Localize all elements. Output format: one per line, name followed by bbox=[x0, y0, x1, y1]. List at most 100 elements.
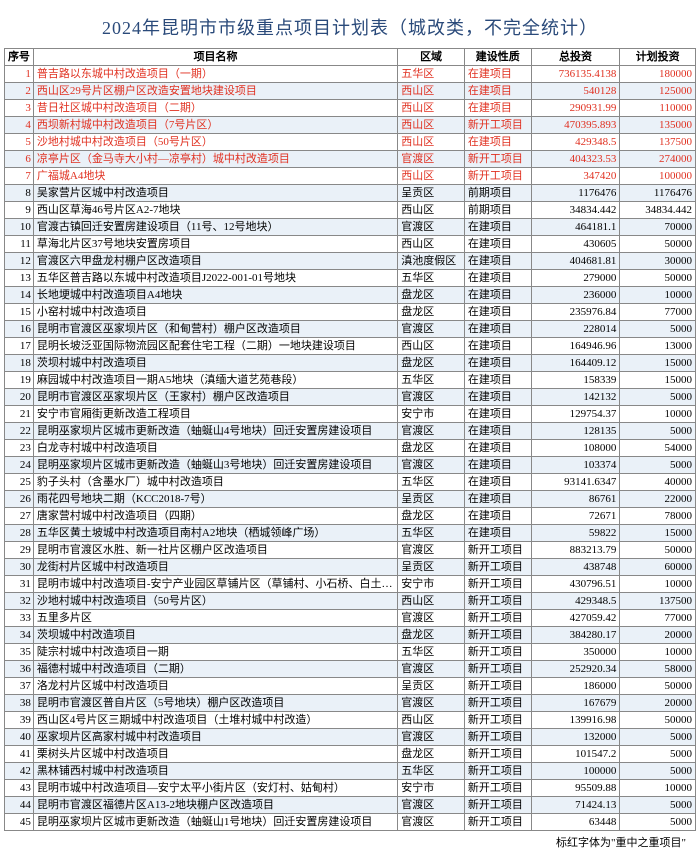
table-row: 39西山区4号片区三期城中村改造项目（土堆村城中村改造）西山区新开工项目1399… bbox=[5, 712, 696, 729]
cell-area: 呈贡区 bbox=[398, 185, 465, 202]
cell-plan: 20000 bbox=[620, 627, 696, 644]
cell-total: 95509.88 bbox=[531, 780, 620, 797]
cell-type: 在建项目 bbox=[464, 219, 531, 236]
table-row: 1普吉路以东城中村改造项目（一期）五华区在建项目736135.413818000… bbox=[5, 66, 696, 83]
cell-type: 新开工项目 bbox=[464, 542, 531, 559]
cell-plan: 50000 bbox=[620, 542, 696, 559]
cell-plan: 10000 bbox=[620, 644, 696, 661]
cell-seq: 34 bbox=[5, 627, 34, 644]
cell-area: 盘龙区 bbox=[398, 355, 465, 372]
table-row: 22昆明巫家坝片区城市更新改造（蚰蜒山4号地块）回迁安置房建设项目官渡区在建项目… bbox=[5, 423, 696, 440]
cell-seq: 2 bbox=[5, 83, 34, 100]
cell-type: 新开工项目 bbox=[464, 780, 531, 797]
cell-total: 108000 bbox=[531, 440, 620, 457]
cell-area: 官渡区 bbox=[398, 729, 465, 746]
cell-area: 西山区 bbox=[398, 236, 465, 253]
cell-plan: 5000 bbox=[620, 814, 696, 831]
table-row: 44昆明市官渡区福德片区A13-2地块棚户区改造项目官渡区新开工项目71424.… bbox=[5, 797, 696, 814]
cell-area: 盘龙区 bbox=[398, 304, 465, 321]
cell-area: 安宁市 bbox=[398, 780, 465, 797]
cell-area: 五华区 bbox=[398, 66, 465, 83]
cell-type: 在建项目 bbox=[464, 525, 531, 542]
cell-total: 164409.12 bbox=[531, 355, 620, 372]
cell-total: 142132 bbox=[531, 389, 620, 406]
table-row: 41栗树头片区城中村改造项目盘龙区新开工项目101547.25000 bbox=[5, 746, 696, 763]
table-row: 15小窑村城中村改造项目盘龙区在建项目235976.8477000 bbox=[5, 304, 696, 321]
cell-seq: 6 bbox=[5, 151, 34, 168]
cell-name: 西山区草海46号片区A2-7地块 bbox=[33, 202, 397, 219]
cell-plan: 50000 bbox=[620, 678, 696, 695]
cell-area: 官渡区 bbox=[398, 695, 465, 712]
footnote: 标红字体为"重中之重项目" bbox=[4, 831, 696, 852]
cell-type: 在建项目 bbox=[464, 253, 531, 270]
cell-seq: 28 bbox=[5, 525, 34, 542]
cell-type: 新开工项目 bbox=[464, 712, 531, 729]
table-row: 45昆明巫家坝片区城市更新改造（蚰蜒山1号地块）回迁安置房建设项目官渡区新开工项… bbox=[5, 814, 696, 831]
cell-type: 新开工项目 bbox=[464, 644, 531, 661]
table-row: 10官渡古镇回迁安置房建设项目（11号、12号地块）官渡区在建项目464181.… bbox=[5, 219, 696, 236]
cell-type: 新开工项目 bbox=[464, 610, 531, 627]
cell-name: 茨坝城中村改造项目 bbox=[33, 627, 397, 644]
cell-name: 福德村城中村改造项目（二期） bbox=[33, 661, 397, 678]
table-row: 8吴家营片区城中村改造项目呈贡区前期项目11764761176476 bbox=[5, 185, 696, 202]
cell-plan: 5000 bbox=[620, 763, 696, 780]
cell-plan: 50000 bbox=[620, 712, 696, 729]
cell-name: 麻园城中村改造项目一期A5地块（滇缅大道艺苑巷段） bbox=[33, 372, 397, 389]
cell-area: 盘龙区 bbox=[398, 627, 465, 644]
cell-total: 34834.442 bbox=[531, 202, 620, 219]
cell-seq: 44 bbox=[5, 797, 34, 814]
table-row: 18茨坝村城中村改造项目盘龙区在建项目164409.1215000 bbox=[5, 355, 696, 372]
header-name: 项目名称 bbox=[33, 49, 397, 66]
cell-area: 官渡区 bbox=[398, 661, 465, 678]
cell-type: 新开工项目 bbox=[464, 695, 531, 712]
cell-seq: 31 bbox=[5, 576, 34, 593]
cell-name: 昆明巫家坝片区城市更新改造（蚰蜒山1号地块）回迁安置房建设项目 bbox=[33, 814, 397, 831]
cell-plan: 5000 bbox=[620, 746, 696, 763]
cell-plan: 10000 bbox=[620, 287, 696, 304]
cell-name: 广福城A4地块 bbox=[33, 168, 397, 185]
cell-area: 西山区 bbox=[398, 100, 465, 117]
cell-total: 252920.34 bbox=[531, 661, 620, 678]
cell-seq: 22 bbox=[5, 423, 34, 440]
cell-plan: 54000 bbox=[620, 440, 696, 457]
table-row: 35陡宗村城中村改造项目一期五华区新开工项目35000010000 bbox=[5, 644, 696, 661]
cell-area: 官渡区 bbox=[398, 814, 465, 831]
cell-name: 昆明巫家坝片区城市更新改造（蚰蜒山4号地块）回迁安置房建设项目 bbox=[33, 423, 397, 440]
cell-area: 盘龙区 bbox=[398, 440, 465, 457]
cell-plan: 5000 bbox=[620, 321, 696, 338]
cell-type: 在建项目 bbox=[464, 389, 531, 406]
cell-seq: 14 bbox=[5, 287, 34, 304]
cell-area: 官渡区 bbox=[398, 457, 465, 474]
table-row: 30龙街村片区城中村改造项目呈贡区新开工项目43874860000 bbox=[5, 559, 696, 576]
cell-area: 西山区 bbox=[398, 168, 465, 185]
cell-seq: 4 bbox=[5, 117, 34, 134]
cell-plan: 15000 bbox=[620, 525, 696, 542]
cell-name: 豹子头村（含墨水厂）城中村改造项目 bbox=[33, 474, 397, 491]
cell-name: 昆明长坡泛亚国际物流园区配套住宅工程（二期）一地块建设项目 bbox=[33, 338, 397, 355]
cell-name: 安宁市官厢街更新改造工程项目 bbox=[33, 406, 397, 423]
cell-type: 前期项目 bbox=[464, 202, 531, 219]
cell-type: 新开工项目 bbox=[464, 117, 531, 134]
table-row: 13五华区普吉路以东城中村改造项目J2022-001-01号地块五华区在建项目2… bbox=[5, 270, 696, 287]
header-type: 建设性质 bbox=[464, 49, 531, 66]
cell-plan: 58000 bbox=[620, 661, 696, 678]
cell-type: 新开工项目 bbox=[464, 814, 531, 831]
cell-total: 429348.5 bbox=[531, 134, 620, 151]
cell-total: 139916.98 bbox=[531, 712, 620, 729]
cell-seq: 33 bbox=[5, 610, 34, 627]
page-container: 2024年昆明市市级重点项目计划表（城改类，不完全统计） 序号 项目名称 区域 … bbox=[0, 0, 700, 856]
cell-seq: 41 bbox=[5, 746, 34, 763]
cell-name: 五里多片区 bbox=[33, 610, 397, 627]
cell-type: 在建项目 bbox=[464, 321, 531, 338]
cell-type: 新开工项目 bbox=[464, 746, 531, 763]
cell-name: 官渡区六甲盘龙村棚户区改造项目 bbox=[33, 253, 397, 270]
cell-name: 沙地村城中村改造项目（50号片区） bbox=[33, 593, 397, 610]
cell-type: 新开工项目 bbox=[464, 168, 531, 185]
table-row: 17昆明长坡泛亚国际物流园区配套住宅工程（二期）一地块建设项目西山区在建项目16… bbox=[5, 338, 696, 355]
cell-name: 昆明市官渡区巫家坝片区（王家村）棚户区改造项目 bbox=[33, 389, 397, 406]
table-row: 25豹子头村（含墨水厂）城中村改造项目五华区在建项目93141.63474000… bbox=[5, 474, 696, 491]
table-row: 23白龙寺村城中村改造项目盘龙区在建项目10800054000 bbox=[5, 440, 696, 457]
cell-plan: 15000 bbox=[620, 372, 696, 389]
cell-total: 86761 bbox=[531, 491, 620, 508]
cell-seq: 12 bbox=[5, 253, 34, 270]
